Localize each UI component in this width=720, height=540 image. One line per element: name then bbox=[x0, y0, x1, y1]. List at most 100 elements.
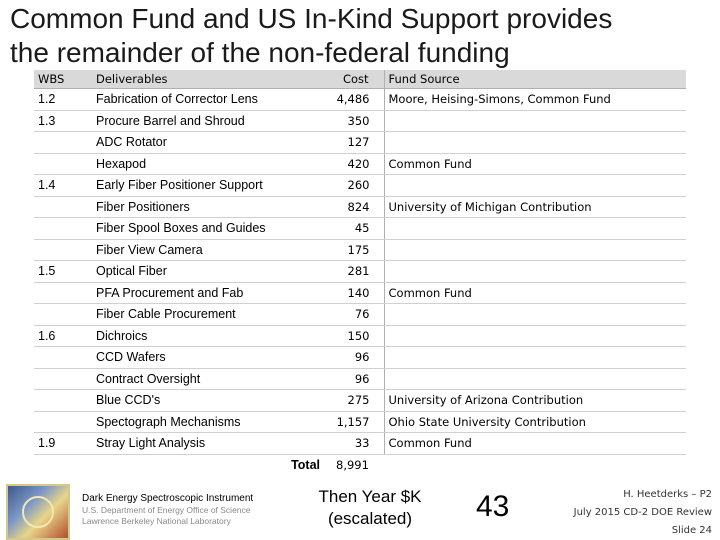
row-deliverable: Optical Fiber bbox=[92, 260, 328, 283]
row-deliverable: Contract Oversight bbox=[92, 368, 328, 390]
row-deliverable: Blue CCD's bbox=[92, 389, 328, 412]
row-cost: 76 bbox=[328, 303, 384, 326]
row-deliverable: ADC Rotator bbox=[92, 131, 328, 154]
row-wbs: 1.2 bbox=[34, 88, 92, 111]
row-fund-source: Ohio State University Contribution bbox=[383, 411, 686, 433]
table-total-row: Total 8,991 bbox=[34, 454, 686, 475]
row-deliverable: PFA Procurement and Fab bbox=[92, 282, 328, 304]
slide-title-line-2: the remainder of the non-federal funding bbox=[10, 37, 510, 68]
table-row: Hexapod 420 Common Fund bbox=[34, 153, 686, 175]
table-row: 1.3 Procure Barrel and Shroud 350 bbox=[34, 110, 686, 132]
funding-table: WBS Deliverables Cost Fund Source 1.2 Fab… bbox=[34, 70, 686, 475]
row-fund-source bbox=[383, 217, 686, 240]
table-row: CCD Wafers 96 bbox=[34, 346, 686, 369]
table-row: PFA Procurement and Fab 140 Common Fund bbox=[34, 282, 686, 304]
row-deliverable: Spectograph Mechanisms bbox=[92, 411, 328, 433]
row-cost: 420 bbox=[328, 153, 384, 175]
header-cost: Cost bbox=[328, 70, 384, 89]
row-fund-source: Moore, Heising-Simons, Common Fund bbox=[383, 88, 686, 111]
table-row: Spectograph Mechanisms 1,157 Ohio State Un… bbox=[34, 411, 686, 433]
table-row: 1.4 Early Fiber Positioner Support 260 bbox=[34, 174, 686, 197]
review-name: July 2015 CD-2 DOE Review bbox=[573, 507, 712, 518]
then-year-line-1: Then Year $K bbox=[318, 487, 422, 506]
row-deliverable: Fiber Spool Boxes and Guides bbox=[92, 217, 328, 240]
table-row: 1.9 Stray Light Analysis 33 Common Fund bbox=[34, 432, 686, 455]
row-deliverable: Early Fiber Positioner Support bbox=[92, 174, 328, 197]
row-wbs bbox=[34, 389, 92, 412]
row-wbs bbox=[34, 346, 92, 369]
header-wbs: WBS bbox=[34, 70, 92, 89]
row-deliverable: Fiber Positioners bbox=[92, 196, 328, 218]
row-wbs bbox=[34, 196, 92, 218]
desi-logo bbox=[6, 484, 70, 540]
org-lab: Lawrence Berkeley National Laboratory bbox=[82, 516, 231, 526]
row-fund-source bbox=[383, 303, 686, 326]
row-wbs: 1.5 bbox=[34, 260, 92, 283]
row-deliverable: Fiber Cable Procurement bbox=[92, 303, 328, 326]
row-wbs bbox=[34, 239, 92, 261]
table-row: ADC Rotator 127 bbox=[34, 131, 686, 154]
row-wbs bbox=[34, 131, 92, 154]
row-cost: 140 bbox=[328, 282, 384, 304]
row-deliverable: Procure Barrel and Shroud bbox=[92, 110, 328, 132]
row-cost: 350 bbox=[328, 110, 384, 132]
slide-title: Common Fund and US In-Kind Support provi… bbox=[10, 2, 710, 70]
row-deliverable: Hexapod bbox=[92, 153, 328, 175]
table-row: Fiber Cable Procurement 76 bbox=[34, 303, 686, 326]
row-cost: 96 bbox=[328, 346, 384, 369]
row-cost: 281 bbox=[328, 260, 384, 283]
total-value: 8,991 bbox=[336, 457, 369, 472]
row-deliverable: Dichroics bbox=[92, 325, 328, 347]
then-year-note: Then Year $K (escalated) bbox=[300, 486, 440, 530]
row-wbs bbox=[34, 303, 92, 326]
row-fund-source bbox=[383, 346, 686, 369]
footer-org: Dark Energy Spectroscopic Instrument U.S… bbox=[82, 493, 253, 526]
row-fund-source bbox=[383, 110, 686, 132]
row-deliverable: Stray Light Analysis bbox=[92, 432, 328, 455]
row-cost: 150 bbox=[328, 325, 384, 347]
org-name: Dark Energy Spectroscopic Instrument bbox=[82, 493, 254, 504]
row-cost: 45 bbox=[328, 217, 384, 240]
row-wbs bbox=[34, 282, 92, 304]
row-deliverable: CCD Wafers bbox=[92, 346, 328, 369]
table-row: 1.6 Dichroics 150 bbox=[34, 325, 686, 347]
row-wbs bbox=[34, 368, 92, 390]
header-deliverables: Deliverables bbox=[92, 70, 328, 89]
row-wbs: 1.9 bbox=[34, 432, 92, 455]
then-year-line-2: (escalated) bbox=[327, 509, 413, 528]
table-row: Blue CCD's 275 University of Arizona Contr… bbox=[34, 389, 686, 412]
row-fund-source: Common Fund bbox=[383, 153, 686, 175]
row-cost: 127 bbox=[328, 131, 384, 154]
row-wbs bbox=[34, 217, 92, 240]
header-fund-source: Fund Source bbox=[383, 70, 686, 89]
row-fund-source bbox=[383, 131, 686, 154]
row-fund-source bbox=[383, 260, 686, 283]
table-row: 1.2 Fabrication of Corrector Lens 4,486 Moo… bbox=[34, 88, 686, 111]
row-fund-source: University of Arizona Contribution bbox=[383, 389, 686, 412]
row-fund-source: Common Fund bbox=[383, 432, 686, 455]
row-fund-source bbox=[383, 239, 686, 261]
row-fund-source bbox=[383, 325, 686, 347]
table-row: 1.5 Optical Fiber 281 bbox=[34, 260, 686, 283]
table-row: Fiber View Camera 175 bbox=[34, 239, 686, 261]
row-cost: 260 bbox=[328, 174, 384, 197]
row-fund-source bbox=[383, 174, 686, 197]
row-cost: 33 bbox=[328, 432, 384, 455]
row-wbs bbox=[34, 153, 92, 175]
total-spacer bbox=[34, 454, 92, 475]
row-wbs bbox=[34, 411, 92, 433]
slide-label: Slide 24 bbox=[671, 525, 712, 536]
row-cost: 275 bbox=[328, 389, 384, 412]
table-row: Contract Oversight 96 bbox=[34, 368, 686, 390]
slide-number: 43 bbox=[476, 490, 510, 523]
table-header-row: WBS Deliverables Cost Fund Source bbox=[34, 70, 686, 89]
row-cost: 96 bbox=[328, 368, 384, 390]
slide-title-line-1: Common Fund and US In-Kind Support provi… bbox=[10, 3, 613, 34]
row-deliverable: Fabrication of Corrector Lens bbox=[92, 88, 328, 111]
row-deliverable: Fiber View Camera bbox=[92, 239, 328, 261]
row-wbs: 1.4 bbox=[34, 174, 92, 197]
presenter: H. Heetderks – P2 bbox=[623, 489, 712, 500]
row-cost: 1,157 bbox=[328, 411, 384, 433]
row-fund-source: University of Michigan Contribution bbox=[383, 196, 686, 218]
row-cost: 824 bbox=[328, 196, 384, 218]
